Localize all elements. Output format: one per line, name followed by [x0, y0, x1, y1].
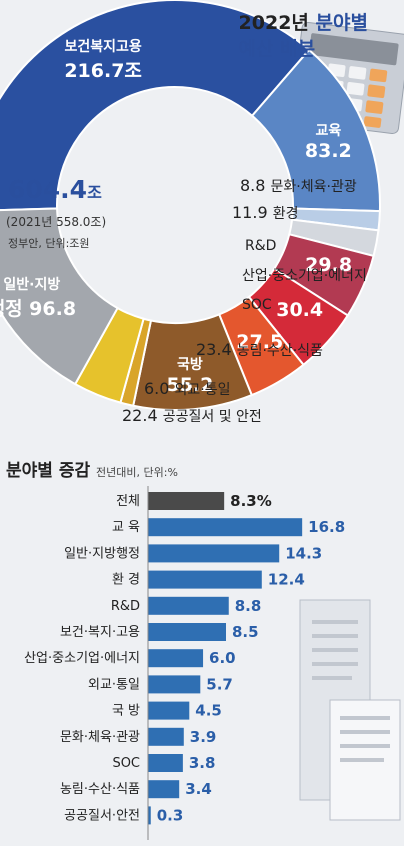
- bar-value-label-1: 16.8: [308, 518, 345, 536]
- bar-10: [148, 754, 183, 772]
- unit-note: 정부안, 단위:조원: [8, 237, 90, 250]
- donut-slice-10: [0, 207, 119, 386]
- bar-2: [148, 544, 280, 563]
- donut-outside-label-1: 11.9 환경: [232, 203, 299, 222]
- bar-chart-title: 분야별 증감 전년대비, 단위:%: [6, 461, 178, 481]
- bar-category-label-1: 교 육: [112, 520, 140, 535]
- donut-outside-label-3: 산업·중소기업·에너지: [242, 268, 367, 284]
- growth-bar-chart: 전체 8.3% 교 육 16.8 일반·지방행정 14.3 환 경 12.4 R&D 8.8 보건·…: [24, 486, 345, 840]
- donut-outside-label-0: 8.8 문화·체육·관광: [240, 176, 357, 195]
- bar-value-label-11: 3.4: [185, 780, 212, 798]
- bar-0: [148, 492, 225, 510]
- bar-3: [148, 570, 262, 589]
- bar-value-label-8: 4.5: [195, 702, 222, 720]
- bar-category-label-4: R&D: [111, 599, 140, 614]
- bar-category-label-2: 일반·지방행정: [64, 545, 140, 561]
- bar-category-label-10: SOC: [112, 756, 140, 771]
- bar-category-label-9: 문화·체육·관광: [60, 730, 140, 745]
- bar-value-label-9: 3.9: [190, 728, 217, 746]
- bar-value-label-10: 3.8: [189, 754, 216, 772]
- bar-8: [148, 701, 190, 720]
- bar-category-label-6: 산업·중소기업·에너지: [24, 651, 140, 666]
- bar-value-label-5: 8.5: [232, 623, 259, 641]
- bar-4: [148, 596, 229, 615]
- donut-inside-label-5: 국방 55.2: [166, 356, 214, 396]
- donut-inside-label-0: 보건복지고용 216.7조: [64, 38, 142, 82]
- donut-outside-label-2: R&D: [245, 238, 277, 254]
- bar-value-label-7: 5.7: [206, 675, 233, 693]
- donut-outside-label-5: 23.4 농림·수산·식품: [196, 340, 323, 359]
- bar-category-label-3: 환 경: [112, 573, 140, 588]
- bar-value-label-0: 8.3%: [230, 492, 272, 510]
- page-title: 2022년 분야별 예산 배분: [238, 12, 368, 60]
- donut-inside-label-4: 27.5: [236, 331, 284, 354]
- bar-category-label-8: 국 방: [112, 704, 140, 719]
- bar-11: [148, 780, 180, 799]
- bar-value-label-4: 8.8: [235, 597, 262, 615]
- bar-category-label-11: 농림·수산·식품: [60, 782, 140, 797]
- donut-outside-label-4: SOC: [242, 297, 272, 313]
- bar-category-label-7: 외교·통일: [88, 677, 140, 692]
- bar-category-label-5: 보건·복지·고용: [60, 625, 140, 640]
- bar-9: [148, 727, 184, 746]
- bar-value-label-2: 14.3: [285, 544, 322, 562]
- donut-outside-label-7: 22.4 공공질서 및 안전: [122, 406, 262, 425]
- bar-1: [148, 518, 303, 537]
- budget-donut-chart: [0, 0, 381, 411]
- bar-value-label-3: 12.4: [268, 571, 305, 589]
- bar-value-label-6: 6.0: [209, 649, 236, 667]
- bar-12: [148, 806, 151, 825]
- donut-inside-label-3: 30.4: [276, 298, 324, 321]
- bar-7: [148, 675, 201, 694]
- bar-6: [148, 649, 204, 668]
- donut-inside-label-6: 일반·지방행정 96.8: [0, 276, 77, 320]
- donut-outside-label-6: 6.0 외교·통일: [144, 379, 231, 398]
- total-budget: 604.4조: [8, 175, 102, 204]
- previous-year-total: (2021년 558.0조): [6, 215, 107, 229]
- donut-inside-label-2: 29.8: [305, 253, 353, 276]
- bar-value-label-12: 0.3: [157, 806, 184, 824]
- bar-5: [148, 623, 226, 641]
- donut-inside-label-1: 교육 83.2: [304, 122, 352, 162]
- bar-category-label-12: 공공질서·안전: [64, 808, 140, 823]
- donut-slice-0: [0, 0, 311, 212]
- bar-category-label-0: 전체: [116, 494, 140, 509]
